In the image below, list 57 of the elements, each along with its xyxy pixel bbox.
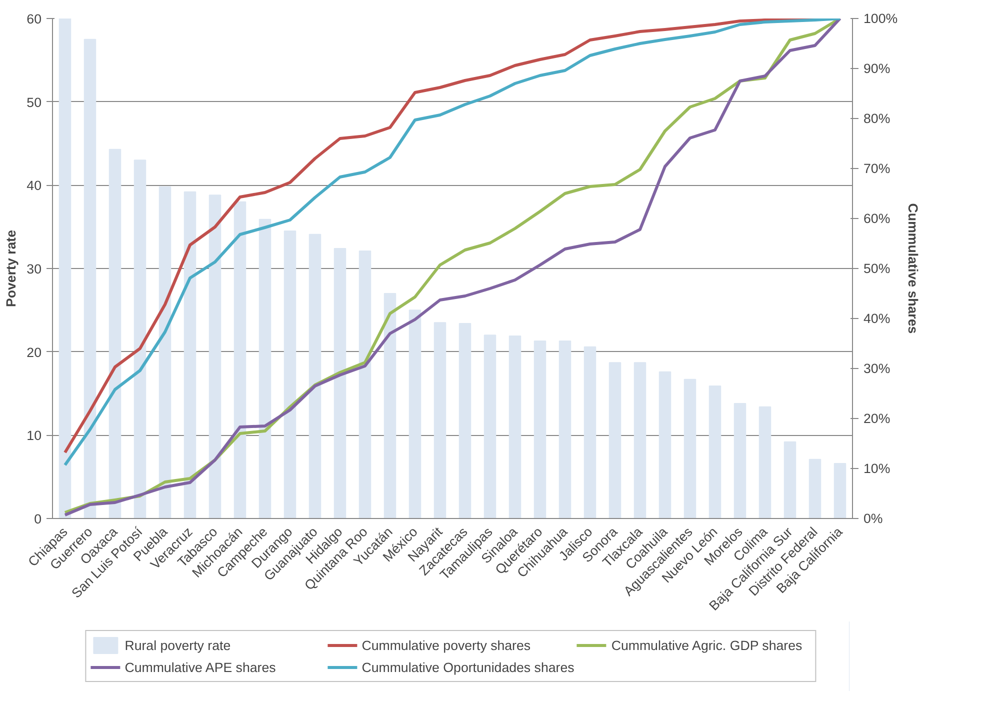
y2-tick-label: 60% [864, 211, 890, 226]
y2-tick-label: 100% [864, 11, 898, 26]
y2-tick-label: 30% [864, 361, 890, 376]
y2-axis-title: Cummulative shares [906, 203, 921, 334]
bar [634, 362, 646, 518]
y-tick-label: 50 [26, 94, 42, 110]
bar [184, 191, 196, 518]
bar [608, 362, 622, 518]
bar [458, 323, 472, 518]
y2-tick-label: 0% [864, 511, 883, 526]
bar [158, 186, 172, 518]
legend-label: Cummulative Agric. GDP shares [611, 638, 804, 652]
y2-tick-label: 80% [864, 111, 890, 126]
bar [108, 148, 122, 518]
bar [684, 378, 696, 518]
bar [434, 322, 446, 518]
y2-tick-label: 50% [864, 261, 890, 276]
y2-tick-label: 40% [864, 311, 890, 326]
y2-tick-label: 90% [864, 61, 890, 76]
bar [358, 250, 372, 518]
bar [384, 293, 396, 518]
bar [284, 230, 296, 518]
legend-label: Cummulative poverty shares [362, 638, 532, 652]
bar [258, 218, 272, 518]
bar [708, 386, 722, 518]
y-tick-label: 20 [26, 344, 42, 360]
y-tick-label: 0 [34, 512, 42, 526]
bar [558, 340, 572, 518]
legend-label: Cummulative Oportunidades shares [362, 660, 574, 674]
y2-tick-label: 20% [864, 411, 890, 426]
y2-tick-label: 70% [864, 161, 890, 176]
y-tick-label: 30 [26, 262, 42, 276]
bar [334, 248, 346, 518]
bar [584, 346, 596, 518]
bar [658, 371, 672, 518]
bar [784, 441, 796, 518]
bar [58, 18, 72, 518]
bar [534, 340, 546, 518]
y-tick-label: 10 [26, 428, 42, 444]
bar [134, 160, 146, 518]
y-tick-label: 60 [26, 12, 42, 26]
bar [84, 38, 96, 518]
bar [308, 234, 322, 518]
bar [484, 334, 496, 518]
bar [734, 403, 746, 518]
y-tick-label: 40 [26, 178, 42, 194]
bar [508, 336, 522, 518]
bar [758, 406, 772, 518]
bar [408, 310, 422, 518]
legend-label: Cummulative APE shares [124, 660, 277, 674]
legend-label: Rural poverty rate [124, 638, 232, 652]
bar [834, 463, 846, 518]
bar [234, 201, 246, 518]
y-axis-title: Poverty rate [4, 230, 19, 308]
bar [208, 194, 222, 518]
bar [808, 458, 822, 518]
y2-tick-label: 10% [864, 461, 890, 476]
